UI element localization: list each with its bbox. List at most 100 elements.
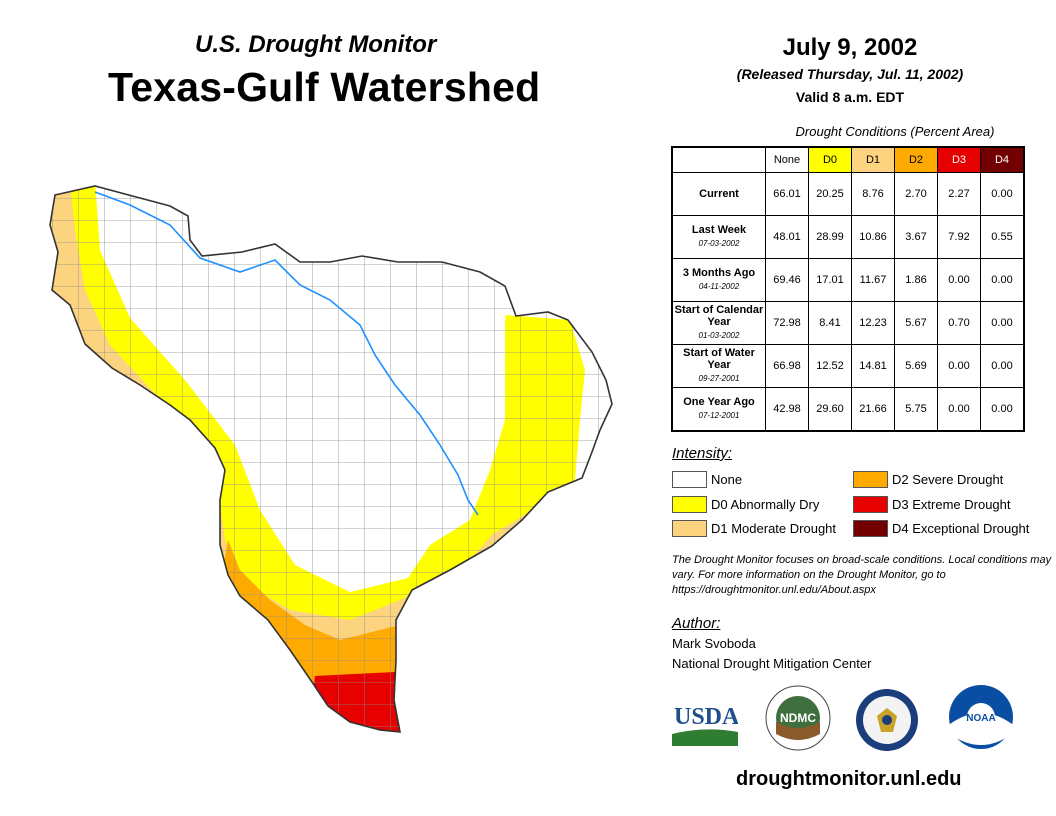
table-cell: 0.00	[980, 344, 1025, 388]
disclaimer-note: The Drought Monitor focuses on broad-sca…	[672, 554, 1052, 596]
drought-conditions-table: None D0 D1 D2 D3 D4 Current 66.01 20.25 …	[671, 146, 1025, 432]
table-cell: 20.25	[808, 172, 852, 216]
row-label: One Year Ago	[683, 396, 755, 408]
table-cell: 42.98	[765, 387, 809, 432]
table-cell: 0.70	[937, 301, 981, 345]
table-cell: 8.41	[808, 301, 852, 345]
table-cell: 28.99	[808, 215, 852, 259]
legend-title: Intensity:	[672, 445, 733, 462]
map-subtitle: U.S. Drought Monitor	[195, 31, 437, 58]
table-cell: 0.00	[937, 258, 981, 302]
legend-swatch	[672, 496, 707, 513]
column-header: D3	[937, 146, 981, 173]
table-cell: 5.69	[894, 344, 938, 388]
table-row: Last Week 07-03-2002 48.01 28.99 10.86 3.…	[671, 215, 1025, 259]
table-cell: 0.00	[980, 387, 1025, 432]
table-cell: 12.52	[808, 344, 852, 388]
legend-swatch	[853, 471, 888, 488]
row-date: 07-12-2001	[698, 411, 740, 420]
map-date: July 9, 2002	[782, 34, 918, 61]
river-line	[94, 191, 479, 516]
row-label: 3 Months Ago	[682, 267, 756, 279]
table-caption: Drought Conditions (Percent Area)	[795, 124, 995, 139]
legend-item-d0: D0 Abnormally Dry	[672, 496, 819, 513]
noaa-logo-text: NOAA	[966, 713, 995, 724]
table-row: Current 66.01 20.25 8.76 2.70 2.27 0.00	[671, 172, 1025, 216]
table-cell: 0.00	[980, 258, 1025, 302]
table-cell: 7.92	[937, 215, 981, 259]
table-cell: 0.00	[937, 387, 981, 432]
column-header: D0	[808, 146, 852, 173]
table-row: 3 Months Ago 04-11-2002 69.46 17.01 11.67…	[671, 258, 1025, 302]
table-corner	[672, 147, 766, 173]
table-cell: 66.01	[765, 172, 809, 216]
table-cell: 0.55	[980, 215, 1025, 259]
legend-item-d1: D1 Moderate Drought	[672, 520, 836, 537]
row-date: 04-11-2002	[698, 282, 740, 291]
row-date: 01-03-2002	[698, 331, 740, 340]
legend-swatch	[853, 520, 888, 537]
table-cell: 1.86	[894, 258, 938, 302]
table-row: Start of Calendar Year 01-03-2002 72.98 8…	[671, 301, 1025, 345]
legend-label: D4 Exceptional Drought	[892, 521, 1030, 536]
column-header: D2	[894, 146, 938, 173]
ndmc-logo-icon: NDMC	[765, 685, 831, 751]
ndmc-logo-text: NDMC	[780, 711, 816, 725]
table-cell: 14.81	[851, 344, 895, 388]
row-label: Current	[699, 188, 739, 200]
column-header: None	[765, 146, 809, 173]
county-lines	[50, 186, 612, 732]
legend-label: D3 Extreme Drought	[892, 497, 1011, 512]
watershed-map	[49, 185, 613, 733]
legend-swatch	[853, 496, 888, 513]
table-cell: 0.00	[980, 172, 1025, 216]
table-cell: 3.67	[894, 215, 938, 259]
commerce-seal-icon	[856, 689, 918, 751]
legend-label: D0 Abnormally Dry	[711, 497, 820, 512]
table-cell: 2.27	[937, 172, 981, 216]
legend-label: D2 Severe Drought	[892, 472, 1004, 487]
table-cell: 8.76	[851, 172, 895, 216]
author-org: National Drought Mitigation Center	[672, 656, 872, 671]
valid-time: Valid 8 a.m. EDT	[795, 89, 905, 105]
legend-item-none: None	[672, 471, 742, 488]
legend-swatch	[672, 471, 707, 488]
table-cell: 21.66	[851, 387, 895, 432]
row-label: Start of Calendar Year	[674, 304, 764, 328]
table-cell: 10.86	[851, 215, 895, 259]
table-cell: 66.98	[765, 344, 809, 388]
legend-item-d2: D2 Severe Drought	[853, 471, 1003, 488]
table-cell: 12.23	[851, 301, 895, 345]
legend-item-d4: D4 Exceptional Drought	[853, 520, 1029, 537]
legend-item-d3: D3 Extreme Drought	[853, 496, 1011, 513]
table-cell: 5.75	[894, 387, 938, 432]
watershed-boundary	[49, 185, 613, 733]
usda-logo-icon: USDA	[672, 704, 738, 746]
table-row: Start of Water Year 09-27-2001 66.98 12.5…	[671, 344, 1025, 388]
row-label: Last Week	[691, 224, 747, 236]
legend-label: None	[711, 472, 743, 487]
table-cell: 29.60	[808, 387, 852, 432]
table-cell: 48.01	[765, 215, 809, 259]
legend-label: D1 Moderate Drought	[711, 521, 837, 536]
usda-logo-text: USDA	[674, 704, 738, 730]
row-date: 07-03-2002	[698, 239, 740, 248]
table-cell: 5.67	[894, 301, 938, 345]
table-cell: 69.46	[765, 258, 809, 302]
column-header: D1	[851, 146, 895, 173]
row-label: Start of Water Year	[683, 347, 755, 371]
footer-url-link[interactable]: droughtmonitor.unl.edu	[736, 768, 962, 790]
table-cell: 2.70	[894, 172, 938, 216]
noaa-logo-icon: NOAA	[949, 685, 1013, 749]
table-cell: 0.00	[937, 344, 981, 388]
row-date: 09-27-2001	[698, 374, 740, 383]
table-cell: 17.01	[808, 258, 852, 302]
legend-swatch	[672, 520, 707, 537]
release-date: (Released Thursday, Jul. 11, 2002)	[736, 66, 964, 82]
table-row: One Year Ago 07-12-2001 42.98 29.60 21.66…	[671, 387, 1025, 432]
author-name: Mark Svoboda	[672, 636, 756, 651]
table-cell: 72.98	[765, 301, 809, 345]
author-heading: Author:	[672, 615, 721, 632]
column-header: D4	[980, 146, 1025, 173]
table-cell: 0.00	[980, 301, 1025, 345]
